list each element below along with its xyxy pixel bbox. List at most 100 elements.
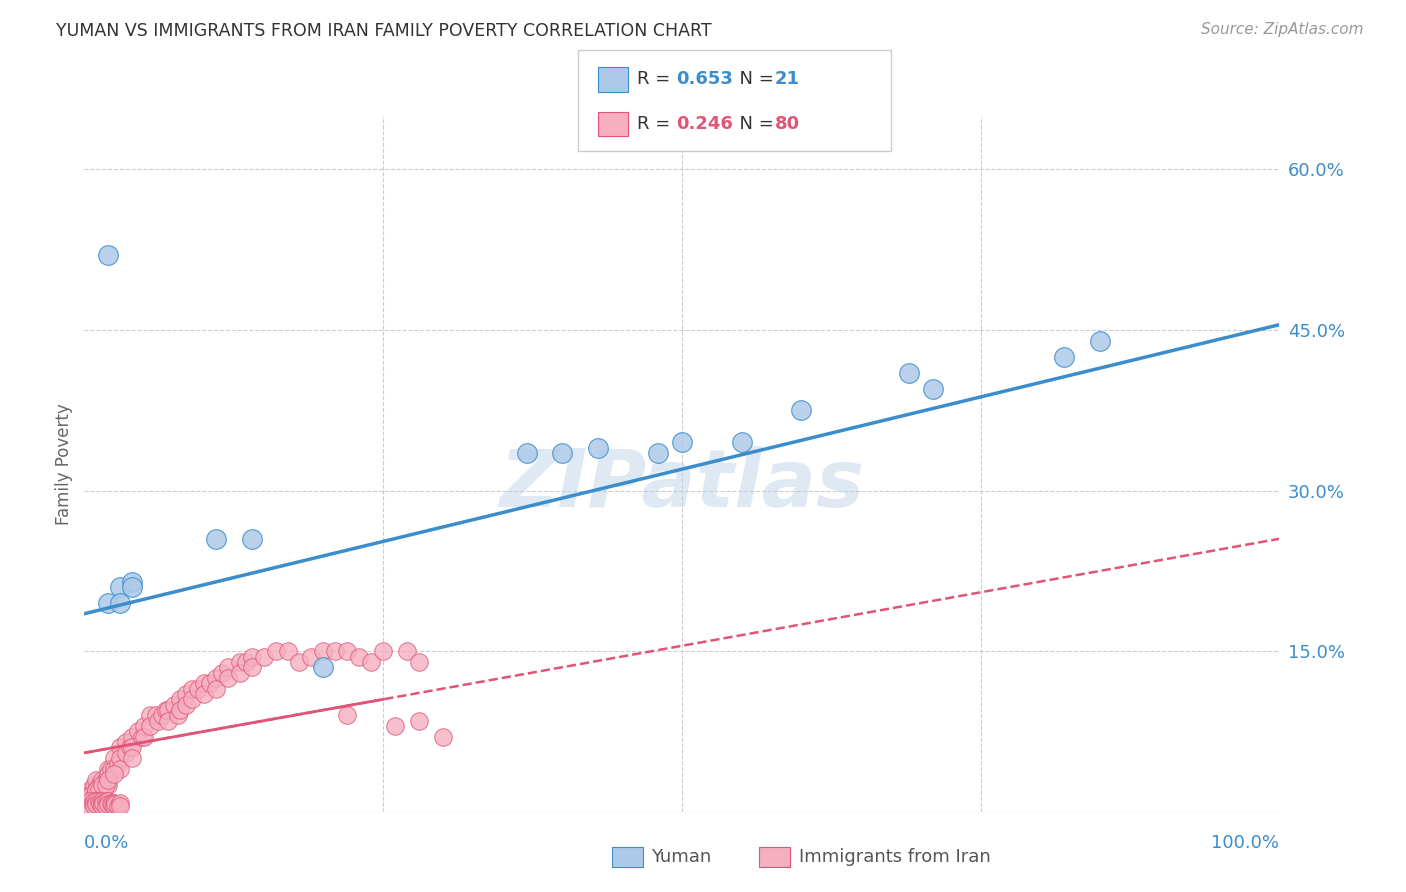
Point <box>121 740 143 755</box>
Point <box>94 772 117 787</box>
Point <box>100 796 122 810</box>
Point <box>87 783 110 797</box>
Point <box>103 799 125 814</box>
Point <box>211 665 233 680</box>
Point <box>349 649 371 664</box>
Point <box>169 703 191 717</box>
Point <box>922 382 945 396</box>
Point <box>240 660 263 674</box>
Point <box>148 714 170 728</box>
Point <box>107 799 129 814</box>
Text: 0.0%: 0.0% <box>84 834 129 852</box>
Point <box>145 708 167 723</box>
Point <box>97 778 120 792</box>
Point <box>384 719 406 733</box>
Point <box>93 796 115 810</box>
Point <box>86 783 108 797</box>
Text: R =: R = <box>637 115 676 133</box>
Point <box>253 649 276 664</box>
Point <box>157 703 180 717</box>
Point <box>312 644 335 658</box>
Point <box>1053 350 1076 364</box>
Point <box>516 446 538 460</box>
Point <box>97 767 120 781</box>
Point <box>139 708 162 723</box>
Point <box>139 719 162 733</box>
Point <box>169 692 191 706</box>
Point <box>100 762 122 776</box>
Point <box>110 762 132 776</box>
Point <box>87 794 110 808</box>
Point <box>97 797 120 812</box>
Point <box>408 714 430 728</box>
Point <box>91 799 114 814</box>
Point <box>79 794 101 808</box>
Point <box>121 574 143 589</box>
Point <box>174 687 197 701</box>
Point <box>91 783 114 797</box>
Point <box>205 532 228 546</box>
Point <box>86 794 108 808</box>
Point <box>103 796 125 810</box>
Point <box>110 580 132 594</box>
Point <box>193 687 215 701</box>
Point <box>127 724 149 739</box>
Point <box>79 789 101 803</box>
Point <box>121 580 143 594</box>
Point <box>131 730 153 744</box>
Point <box>312 660 335 674</box>
Point <box>897 366 920 380</box>
Point <box>97 794 120 808</box>
Point <box>166 708 188 723</box>
Text: R =: R = <box>637 70 676 88</box>
Point <box>118 740 141 755</box>
Point <box>235 655 257 669</box>
Point <box>336 644 359 658</box>
Text: 21: 21 <box>775 70 800 88</box>
Point <box>82 796 104 810</box>
Point <box>107 756 129 771</box>
Point <box>79 799 101 814</box>
Point <box>103 751 125 765</box>
Point <box>228 655 252 669</box>
Point <box>104 797 127 812</box>
Text: 80: 80 <box>775 115 800 133</box>
Text: 0.653: 0.653 <box>676 70 733 88</box>
Point <box>180 692 202 706</box>
Point <box>157 714 180 728</box>
Point <box>83 789 105 803</box>
Y-axis label: Family Poverty: Family Poverty <box>55 403 73 524</box>
Point <box>103 762 125 776</box>
Point <box>228 665 252 680</box>
Point <box>86 797 108 812</box>
Point <box>588 441 610 455</box>
Point <box>83 799 105 814</box>
Point <box>205 671 228 685</box>
Point <box>193 676 215 690</box>
Point <box>87 778 110 792</box>
Point <box>396 644 419 658</box>
Point <box>240 649 263 664</box>
Text: 100.0%: 100.0% <box>1212 834 1279 852</box>
Point <box>94 778 117 792</box>
Point <box>110 796 132 810</box>
Point <box>91 797 114 812</box>
Point <box>83 794 105 808</box>
Text: Yuman: Yuman <box>651 848 711 866</box>
Point <box>110 751 132 765</box>
Point <box>277 644 299 658</box>
Point <box>155 703 177 717</box>
Point <box>336 708 359 723</box>
Point <box>174 698 197 712</box>
Point <box>264 644 287 658</box>
Point <box>432 730 454 744</box>
Point <box>97 762 120 776</box>
Point <box>94 799 117 814</box>
Point <box>110 799 132 814</box>
Point <box>97 772 120 787</box>
Point <box>110 740 132 755</box>
Point <box>671 435 693 450</box>
Point <box>187 681 209 696</box>
Point <box>121 751 143 765</box>
Point <box>217 660 239 674</box>
